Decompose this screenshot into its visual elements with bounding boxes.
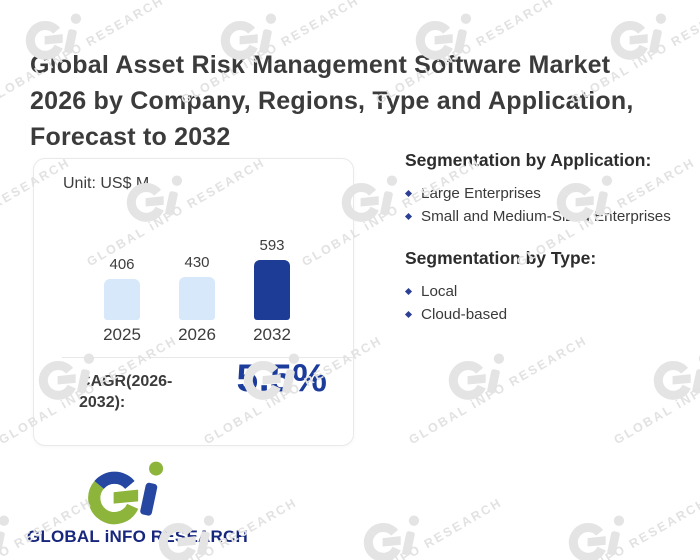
segmentation-item-label: Large Enterprises: [421, 185, 541, 202]
bar-value-label: 593: [259, 237, 285, 254]
segmentation-type-heading: Segmentation by Type:: [405, 248, 597, 268]
card-divider: [62, 357, 353, 358]
segmentation-item-label: Small and Medium-Sized Enterprises: [421, 208, 671, 225]
segmentation-item: Cloud-based: [404, 303, 508, 326]
page-title-line-1: Global Asset Risk Management Software Ma…: [30, 50, 611, 79]
bar-column-2025: 406 2025: [92, 256, 152, 345]
page-title-line-3: Forecast to 2032: [30, 122, 231, 151]
bar: [254, 260, 290, 320]
cagr-value: 5.5%: [236, 357, 328, 400]
bar: [179, 277, 215, 320]
chart-unit-label: Unit: US$ M: [63, 175, 150, 192]
segmentation-item-label: Cloud-based: [421, 306, 508, 323]
bullet-icon: [404, 189, 413, 198]
segmentation-item: Large Enterprises: [404, 182, 671, 205]
segmentation-type-list: Local Cloud-based: [404, 280, 508, 326]
segmentation-application-heading: Segmentation by Application:: [405, 150, 652, 170]
bar-value-label: 430: [184, 254, 210, 271]
bullet-icon: [404, 310, 413, 319]
cagr-label: CAGR(2026-2032):: [79, 373, 173, 411]
segmentation-application-list: Large Enterprises Small and Medium-Sized …: [404, 182, 671, 228]
segmentation-item-label: Local: [421, 283, 458, 300]
gi-logo-icon: [88, 461, 164, 525]
bar: [104, 279, 140, 320]
brand-name: GLOBAL iNFO RESEARCH: [27, 527, 248, 546]
market-size-card: Unit: US$ M 406 2025 430 2026 593 2032 CAGR(2…: [33, 158, 354, 446]
page-title-line-2: 2026 by Company, Regions, Type and Appli…: [30, 86, 634, 115]
bar-column-2032: 593 2032: [242, 237, 302, 345]
brand-logo: GLOBAL iNFO RESEARCH: [27, 454, 248, 547]
bullet-icon: [404, 212, 413, 221]
bar-category-label: 2025: [103, 325, 141, 344]
bar-category-label: 2032: [253, 325, 291, 344]
bar-column-2026: 430 2026: [167, 254, 227, 345]
bar-category-label: 2026: [178, 325, 216, 344]
segmentation-item: Local: [404, 280, 507, 303]
page-title: Global Asset Risk Management Software Ma…: [30, 47, 678, 155]
bullet-icon: [404, 287, 413, 296]
segmentation-item: Small and Medium-Sized Enterprises: [404, 205, 671, 228]
bar-chart: 406 2025 430 2026 593 2032: [92, 213, 302, 345]
bar-value-label: 406: [109, 256, 135, 273]
